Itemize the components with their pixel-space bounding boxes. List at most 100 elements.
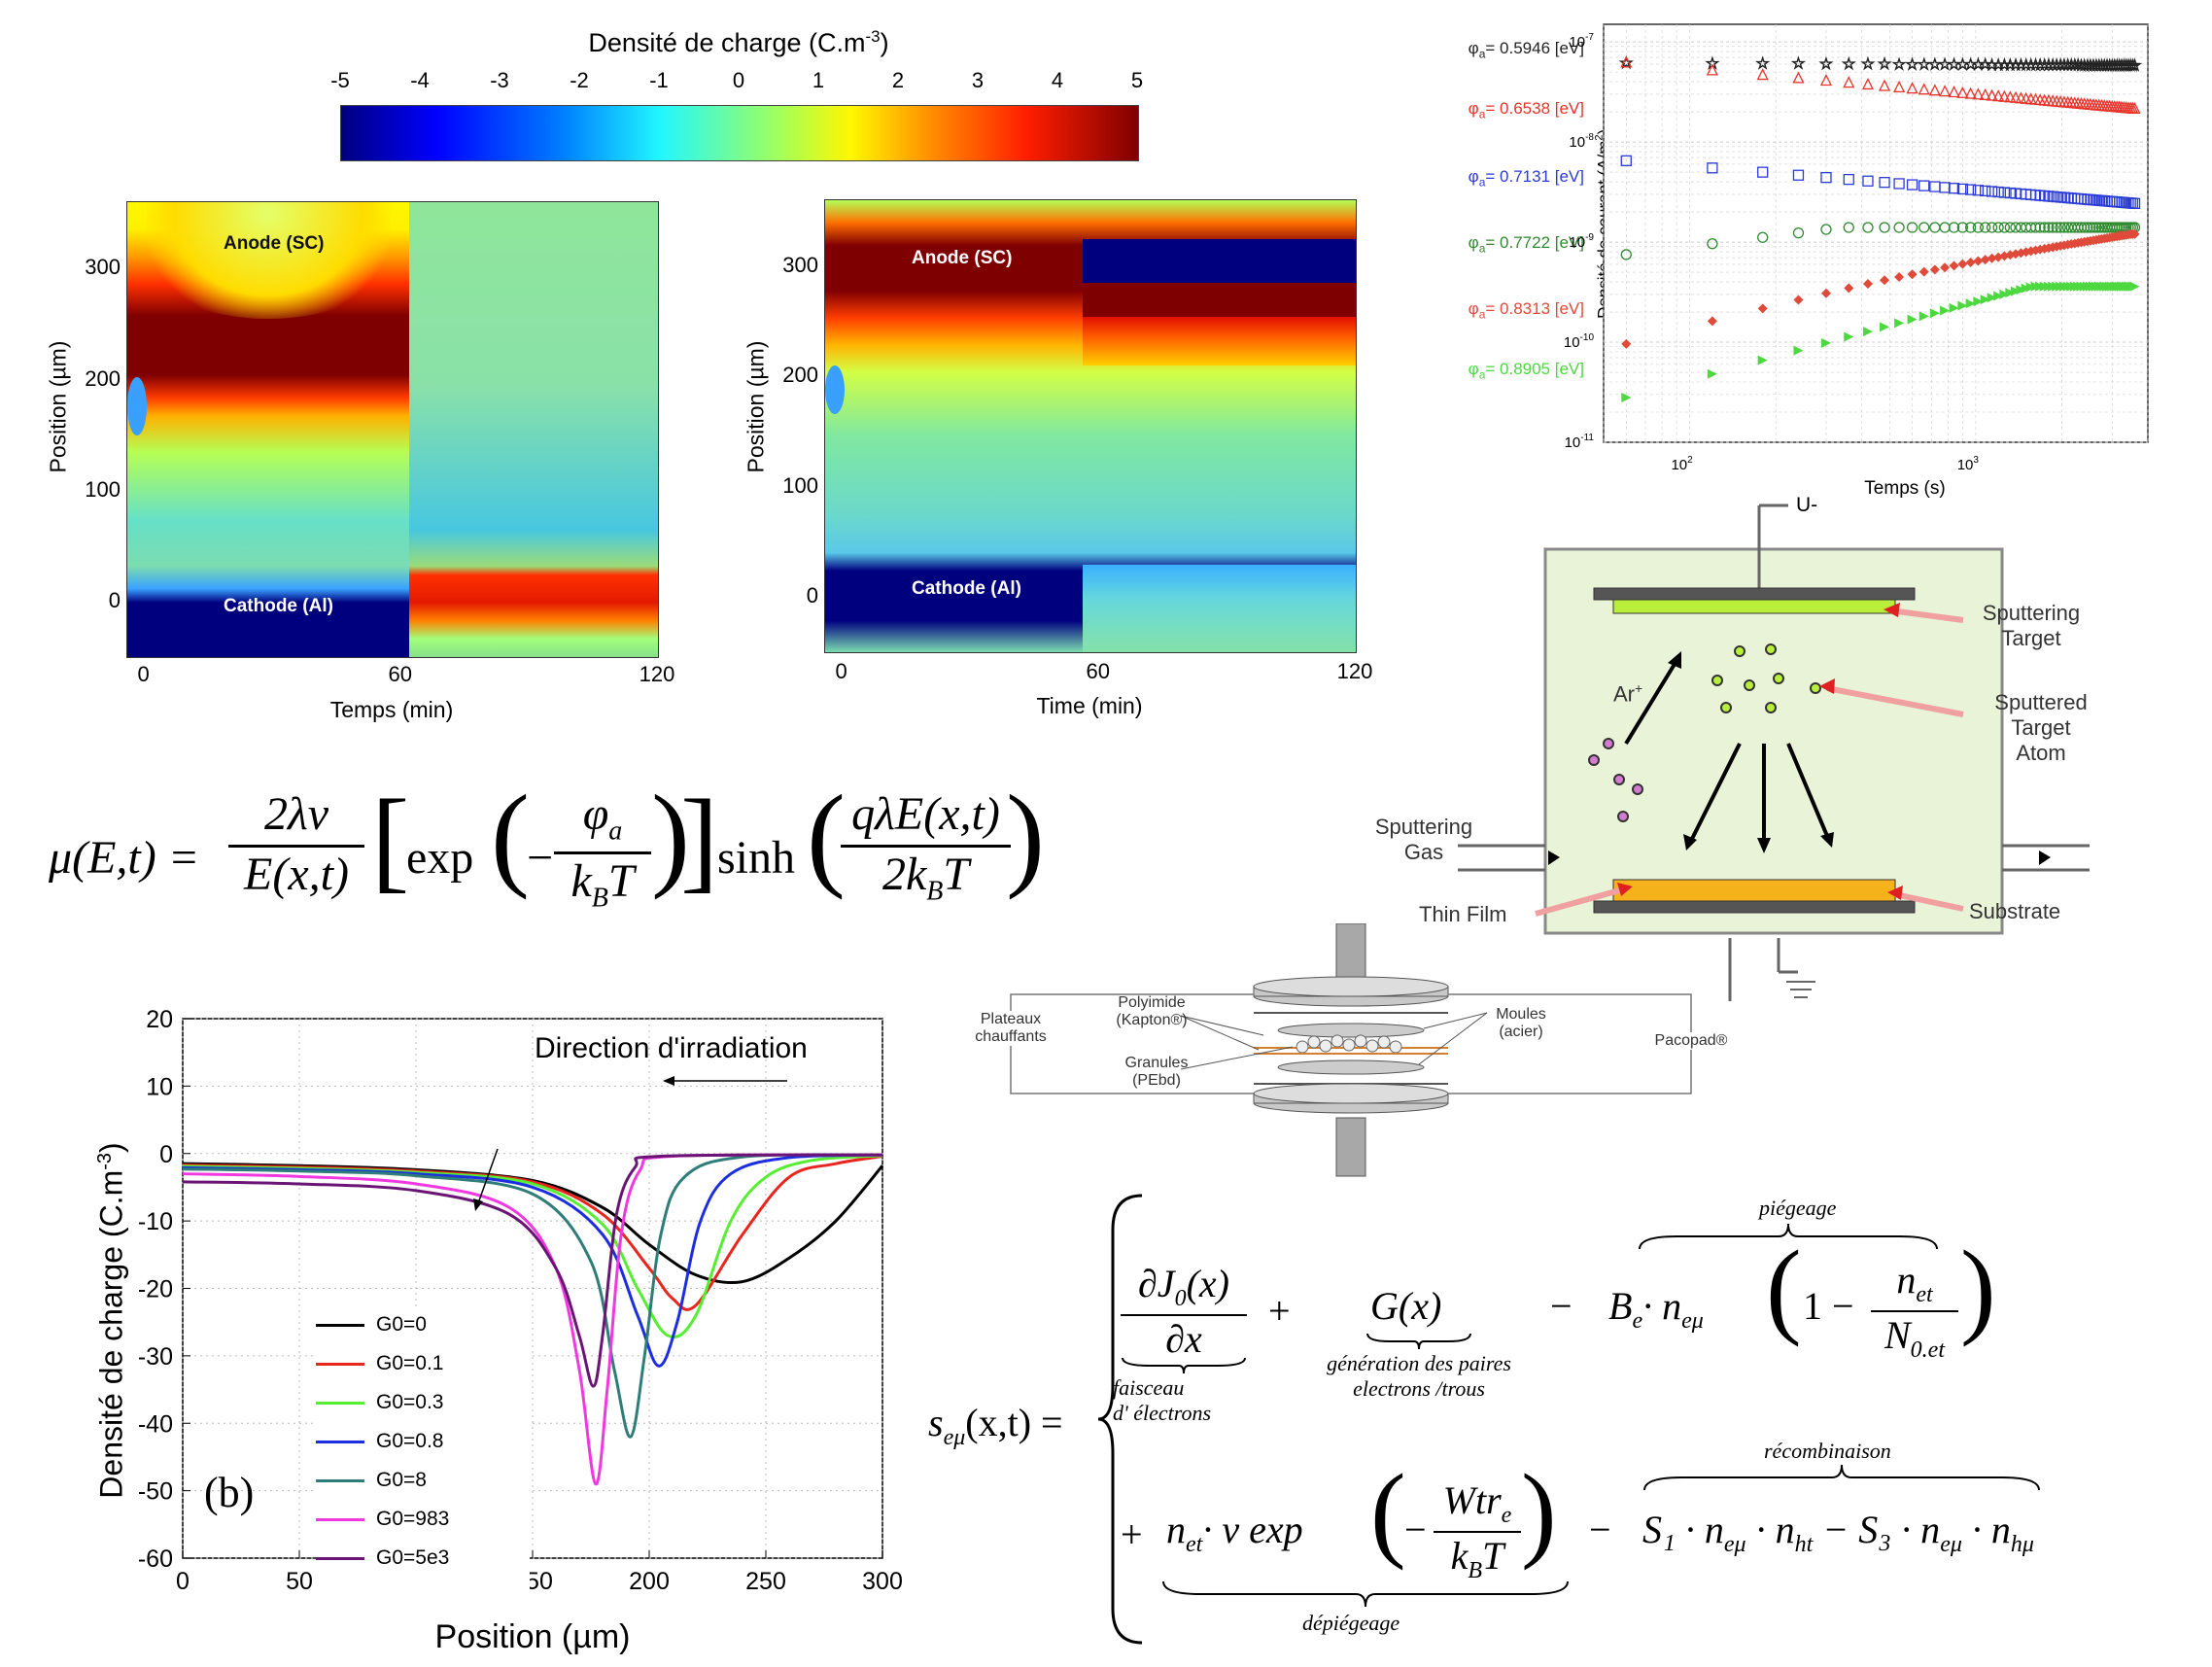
current-data-point: [1792, 226, 1805, 239]
current-data-point: [1820, 337, 1831, 348]
current-data-point: ☆: [2120, 57, 2133, 74]
heatmap-right-plot: [824, 199, 1357, 653]
src-plus2: +: [1121, 1512, 1143, 1556]
current-data-point: ☆: [2009, 57, 2022, 74]
current-data-point: ☆: [2087, 57, 2100, 74]
current-data-point: [1987, 253, 1997, 263]
line-series-g0-0-8: [182, 1153, 883, 1368]
press-granules-label: Granules (PEbd): [1124, 1055, 1189, 1089]
current-data-point: [1862, 222, 1874, 233]
heatmap-left-xticks: 0 60 120: [126, 662, 675, 691]
current-data-point: [1992, 222, 2004, 233]
line-legend-label: G0=5e3: [376, 1546, 450, 1569]
heatmap-xtick-label: 120: [1336, 659, 1373, 683]
current-data-point: [2004, 187, 2016, 199]
heatmap-ytick-label: 0: [806, 583, 818, 608]
current-data-point: ☆: [1997, 57, 2011, 74]
line-legend-label: G0=0: [376, 1313, 427, 1336]
current-data-point: [1880, 322, 1890, 332]
current-data-point: [1956, 86, 1969, 98]
current-data-point: [1893, 178, 1905, 190]
current-data-point: ☆: [2037, 57, 2051, 74]
heatmap-xtick-label: 0: [835, 659, 847, 683]
current-data-point: [1992, 186, 2004, 198]
current-data-point: [2038, 222, 2051, 233]
src-term5-brace: récombinaison: [1764, 1439, 1891, 1463]
current-data-point: [2021, 247, 2031, 258]
line-chart-ytick-label: -50: [138, 1478, 173, 1506]
current-data-point: [1918, 311, 1929, 322]
heatmap-xtick-label: 60: [388, 662, 413, 686]
current-legend-entry: φa= 0.5946 [eV]: [1468, 39, 1584, 61]
current-data-point: [1980, 295, 1990, 305]
src-lhs: seμ(x,t) =: [928, 1401, 1063, 1450]
current-series-2: [1620, 155, 2141, 209]
colorbar-tick-label: -5: [330, 68, 350, 92]
mob-frac2: φa kBT: [554, 787, 651, 914]
current-data-point: ☆: [2081, 57, 2094, 74]
sputtering-substrate-label: Substrate: [1969, 899, 2061, 923]
line-legend-label: G0=8: [376, 1469, 427, 1491]
current-data-point: ☆: [1819, 56, 1833, 73]
current-data-point: ☆: [1878, 56, 1891, 73]
current-data-point: [1907, 314, 1918, 325]
current-data-point: [1880, 275, 1890, 286]
colorbar-tick-label: 0: [732, 68, 745, 92]
current-data-point: [1906, 179, 1918, 191]
current-data-point: [1757, 303, 1768, 314]
current-data-point: [1972, 87, 1985, 100]
current-data-point: ☆: [2097, 57, 2111, 74]
src-term3-frac: net N0.et: [1871, 1257, 1958, 1364]
sputtering-ar-label: Ar+: [1613, 680, 1643, 707]
mob-frac3: qλE(x,t) 2kBT: [841, 787, 1011, 908]
mob-frac1: 2λν E(x,t): [228, 787, 364, 901]
heatmap-left-plot: [126, 201, 659, 658]
src-term1: ∂J0(x) ∂x: [1121, 1261, 1247, 1362]
current-data-point: [1893, 80, 1906, 92]
current-data-point: ☆: [2113, 57, 2126, 74]
current-data-point: [1820, 224, 1832, 235]
current-data-point: [1929, 264, 1940, 275]
current-data-point: [2016, 285, 2026, 295]
current-data-point: [1894, 272, 1905, 283]
heatmap-right: Position (µm) Anode (SC) Cathode (Al) 0 1…: [737, 190, 1378, 734]
src-term1-brace: faisceau d' électrons: [1113, 1375, 1212, 1425]
charge-line-chart-svg: 05010015020025030020100-10-20-30-40-50-6…: [138, 1006, 903, 1595]
press-diagram: Plateaux chauffants Polyimide (Kapton®) …: [962, 922, 1740, 1181]
line-legend-swatch: [316, 1323, 364, 1327]
current-data-point: ☆: [1892, 56, 1906, 73]
current-data-point: [2005, 288, 2016, 298]
current-data-point: [1843, 173, 1854, 186]
current-data-point: [1620, 249, 1632, 260]
src-term3-brace: piégeage: [1759, 1196, 1837, 1220]
mob-exp: exp: [406, 832, 474, 884]
heatmap-left: Position (µm) Anode (SC) Cathode (Al) 0 1…: [39, 190, 680, 734]
line-chart-xtick-label: 300: [862, 1568, 903, 1595]
current-xtick-label: 103: [1957, 455, 1980, 473]
current-data-point: ☆: [2122, 58, 2135, 75]
current-data-point: [1980, 222, 1991, 233]
current-data-point: [1948, 222, 1960, 233]
current-data-point: ☆: [1985, 57, 1998, 74]
current-data-point: [1986, 88, 1998, 101]
current-ytick-label: 10-11: [1565, 433, 1595, 451]
current-data-point: [1862, 327, 1873, 337]
current-data-point: [1844, 283, 1854, 294]
heatmap-right-xticks: 0 60 120: [824, 659, 1373, 688]
current-data-point: [2079, 222, 2091, 233]
current-data-point: [2055, 222, 2066, 233]
heatmap-xtick-label: 0: [137, 662, 150, 686]
current-data-point: [1706, 63, 1718, 76]
current-data-point: [2058, 222, 2070, 233]
current-data-point: ☆: [2105, 57, 2119, 74]
current-data-point: [2051, 222, 2062, 233]
src-left-brace: [1097, 1194, 1143, 1645]
current-data-point: [1940, 262, 1951, 273]
src-term5: S₁ · neμ · nht − S₃ · neμ · nhμ: [1642, 1508, 2034, 1557]
line-chart-ytick-label: -30: [138, 1343, 173, 1371]
current-series-5: [1621, 281, 2140, 402]
line-legend-swatch: [316, 1401, 364, 1405]
current-data-point: ☆: [2046, 57, 2059, 74]
current-data-point: [1956, 183, 1969, 195]
current-data-point: [2005, 250, 2016, 260]
